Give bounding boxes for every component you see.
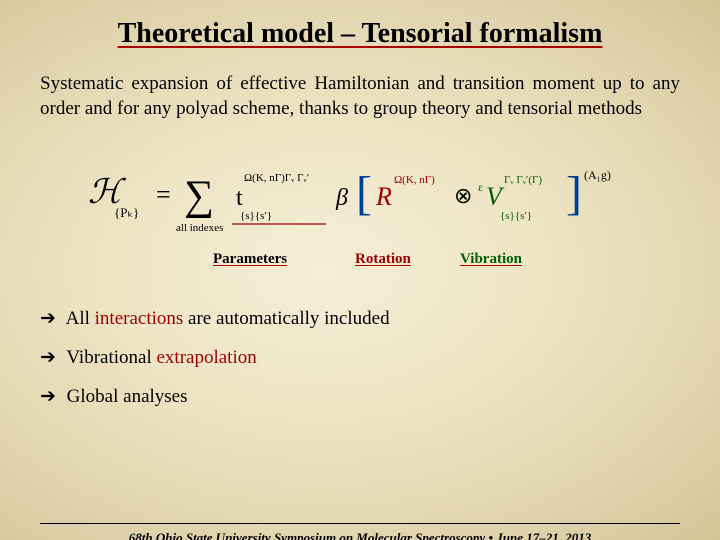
eq-V-sup: Γᵥ Γᵥ′(Γ) bbox=[504, 174, 542, 186]
eq-otimes: ⊗ bbox=[454, 183, 472, 208]
eq-V: V bbox=[486, 182, 505, 211]
bullet-2: ➔ Vibrational extrapolation bbox=[40, 346, 680, 369]
eq-V-sub: {s}{s′} bbox=[500, 210, 532, 222]
eq-sigma-sub: all indexes bbox=[176, 222, 223, 234]
eq-eps: ε bbox=[478, 180, 483, 194]
equation-svg: ℋ {Pₖ} = ∑ all indexes t Ω(K, nΓ)Γᵥ Γᵥ′ … bbox=[80, 151, 640, 241]
bullet-3-text: Global analyses bbox=[67, 386, 188, 407]
eq-R-sup: Ω(K, nΓ) bbox=[394, 174, 435, 186]
arrow-icon: ➔ bbox=[40, 347, 56, 368]
intro-text: Systematic expansion of effective Hamilt… bbox=[40, 72, 680, 121]
slide-title: Theoretical model – Tensorial formalism bbox=[40, 18, 680, 50]
bullet-1-red: interactions bbox=[95, 308, 184, 329]
annot-rotation: Rotation bbox=[355, 251, 411, 268]
eq-H-sub: {Pₖ} bbox=[114, 205, 139, 220]
arrow-icon: ➔ bbox=[40, 308, 56, 329]
equation-block: ℋ {Pₖ} = ∑ all indexes t Ω(K, nΓ)Γᵥ Γᵥ′ … bbox=[40, 151, 680, 241]
annot-parameters: Parameters bbox=[213, 251, 287, 268]
arrow-icon: ➔ bbox=[40, 386, 56, 407]
bullet-1-post: are automatically included bbox=[183, 308, 389, 329]
bullet-3: ➔ Global analyses bbox=[40, 385, 680, 408]
eq-t-sub: {s}{s′} bbox=[240, 210, 272, 222]
eq-rbracket: ] bbox=[566, 167, 582, 220]
eq-R: R bbox=[375, 182, 392, 211]
bullet-2-pre: Vibrational bbox=[66, 347, 156, 368]
bullet-1-pre: All bbox=[66, 308, 95, 329]
eq-sigma: ∑ bbox=[184, 173, 214, 219]
footer-text: 68th Ohio State University Symposium on … bbox=[0, 530, 720, 540]
footer-separator bbox=[40, 523, 680, 524]
eq-t-sup: Ω(K, nΓ)Γᵥ Γᵥ′ bbox=[244, 172, 309, 184]
eq-lbracket: [ bbox=[356, 167, 372, 220]
eq-outer-sup: (A₁g) bbox=[584, 168, 611, 182]
annot-vibration: Vibration bbox=[460, 251, 522, 268]
slide: Theoretical model – Tensorial formalism … bbox=[0, 0, 720, 540]
bullet-2-red: extrapolation bbox=[156, 347, 256, 368]
annotation-row: Parameters Rotation Vibration bbox=[40, 251, 680, 277]
eq-beta: β bbox=[335, 185, 348, 211]
eq-t: t bbox=[236, 185, 243, 211]
eq-equals: = bbox=[156, 180, 171, 209]
bullet-1: ➔ All interactions are automatically inc… bbox=[40, 307, 680, 330]
